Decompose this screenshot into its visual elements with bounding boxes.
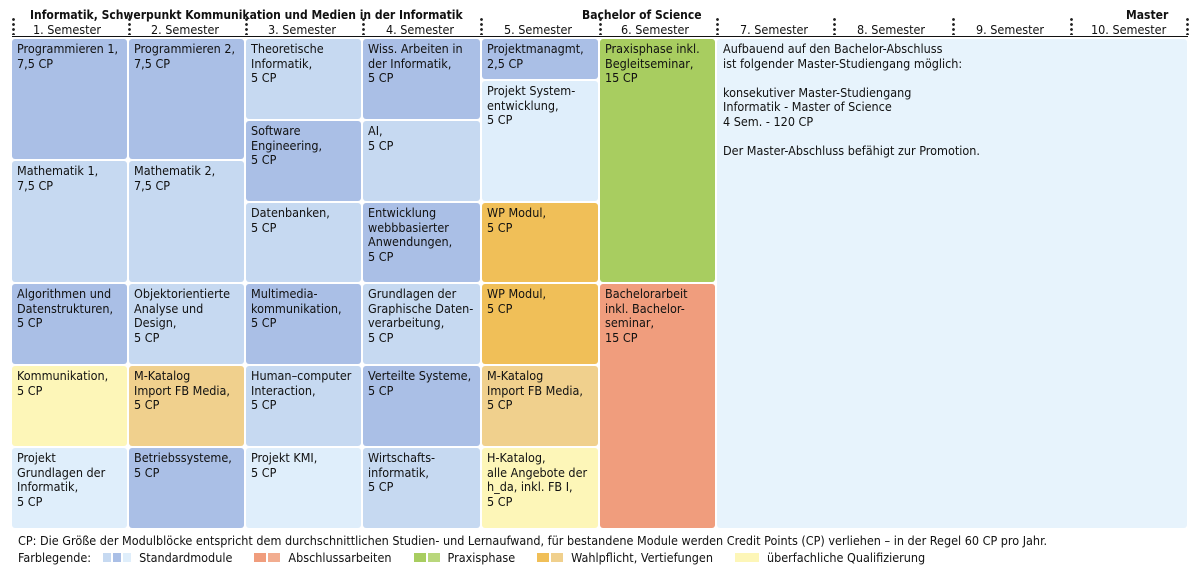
module-m-katalog-5: M-Katalog Import FB Media, 5 CP	[482, 366, 598, 446]
module-bachelorarbeit: Bachelorarbeit inkl. Bachelor- seminar, …	[600, 284, 715, 528]
semester-9-label: 9. Semester	[976, 22, 1045, 37]
module-software-engineering: Software Engineering, 5 CP	[246, 121, 361, 201]
module-ai: AI, 5 CP	[363, 121, 480, 201]
module-algorithmen: Algorithmen und Datenstrukturen, 5 CP	[12, 284, 127, 364]
divider	[1186, 17, 1189, 35]
module-multimediakommunikation: Multimedia- kommunikation, 5 CP	[246, 284, 361, 364]
module-projekt-grundlagen: Projekt Grundlagen der Informatik, 5 CP	[12, 448, 127, 528]
module-theoretische-informatik: Theoretische Informatik, 5 CP	[246, 39, 361, 119]
module-hci: Human–computer Interaction, 5 CP	[246, 366, 361, 446]
semester-1-label: 1. Semester	[33, 22, 102, 37]
divider	[599, 17, 602, 35]
degree-title: Bachelor of Science	[582, 8, 702, 22]
semester-6-label: 6. Semester	[621, 22, 690, 37]
module-verteilte-systeme: Verteilte Systeme, 5 CP	[363, 366, 480, 446]
semester-3-label: 3. Semester	[268, 22, 337, 37]
module-projektmanagement: Projektmanagmt, 2,5 CP	[482, 39, 598, 79]
module-programmieren-1: Programmieren 1, 7,5 CP	[12, 39, 127, 159]
module-wp-modul-2: WP Modul, 5 CP	[482, 284, 598, 364]
legend-standard: Standardmodule	[103, 550, 232, 565]
module-praxisphase: Praxisphase inkl. Begleitseminar, 15 CP	[600, 39, 715, 282]
color-legend: Farblegende: Standardmodule Abschlussarb…	[18, 550, 947, 565]
module-programmieren-2: Programmieren 2, 7,5 CP	[129, 39, 244, 159]
semester-4-label: 4. Semester	[386, 22, 455, 37]
legend-praxis: Praxisphase	[413, 550, 516, 565]
module-wirtschaftsinformatik: Wirtschafts- informatik, 5 CP	[363, 448, 480, 528]
divider	[716, 17, 719, 35]
header-rule	[12, 36, 1188, 37]
legend-wahlpflicht: Wahlpflicht, Vertiefungen	[537, 550, 713, 565]
semester-10-label: 10. Semester	[1091, 22, 1167, 37]
module-betriebssysteme: Betriebssysteme, 5 CP	[129, 448, 244, 528]
module-m-katalog: M-Katalog Import FB Media, 5 CP	[129, 366, 244, 446]
module-kommunikation: Kommunikation, 5 CP	[12, 366, 127, 446]
semester-5-label: 5. Semester	[504, 22, 573, 37]
master-info: Aufbauend auf den Bachelor-Abschluss ist…	[717, 39, 1187, 528]
module-webanwendungen: Entwicklung webbbasierter Anwendungen, 5…	[363, 203, 480, 282]
legend-abschluss: Abschlussarbeiten	[254, 550, 392, 565]
legend-label: Farblegende:	[18, 550, 92, 565]
semester-7-label: 7. Semester	[740, 22, 809, 37]
divider	[128, 17, 131, 35]
module-mathematik-1: Mathematik 1, 7,5 CP	[12, 161, 127, 282]
semester-2-label: 2. Semester	[151, 22, 220, 37]
legend-wahlpflicht-label: Wahlpflicht, Vertiefungen	[571, 550, 713, 565]
divider	[12, 17, 15, 35]
module-wp-modul-1: WP Modul, 5 CP	[482, 203, 598, 282]
legend-standard-label: Standardmodule	[139, 550, 233, 565]
module-projekt-kmi: Projekt KMI, 5 CP	[246, 448, 361, 528]
divider	[362, 17, 365, 35]
module-mathematik-2: Mathematik 2, 7,5 CP	[129, 161, 244, 282]
master-title: Master	[1126, 8, 1169, 22]
divider	[245, 17, 248, 35]
module-graphische-datenverarbeitung: Grundlagen der Graphische Daten- verarbe…	[363, 284, 480, 364]
module-ooad: Objektorientierte Analyse und Design, 5 …	[129, 284, 244, 364]
legend-ueberfachlich-label: überfachliche Qualifizierung	[766, 550, 926, 565]
legend-ueberfachlich: überfachliche Qualifizierung	[734, 550, 926, 565]
module-h-katalog: H-Katalog, alle Angebote der h_da, inkl.…	[482, 448, 598, 528]
divider	[480, 17, 483, 35]
program-title: Informatik, Schwerpunkt Kommunikation un…	[30, 8, 463, 22]
cp-note: CP: Die Größe der Modulblöcke entspricht…	[18, 533, 1048, 548]
module-datenbanken: Datenbanken, 5 CP	[246, 203, 361, 282]
divider	[833, 17, 836, 35]
divider	[1070, 17, 1073, 35]
semester-8-label: 8. Semester	[857, 22, 926, 37]
module-wiss-arbeiten: Wiss. Arbeiten in der Informatik, 5 CP	[363, 39, 480, 119]
module-projekt-systementwicklung: Projekt System- entwicklung, 5 CP	[482, 81, 598, 201]
legend-praxis-label: Praxisphase	[447, 550, 516, 565]
legend-abschluss-label: Abschlussarbeiten	[288, 550, 392, 565]
divider	[952, 17, 955, 35]
